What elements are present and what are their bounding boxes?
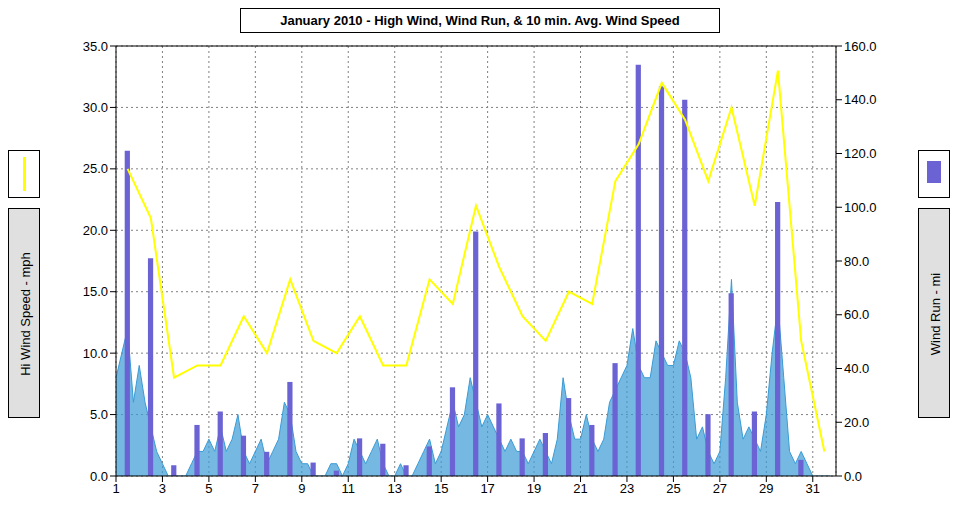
html-text:Wind Run - mi: Wind Run - mi	[927, 272, 943, 356]
svg-text:160.0: 160.0	[844, 39, 877, 54]
svg-text:5.0: 5.0	[90, 407, 108, 422]
svg-text:11: 11	[342, 481, 356, 496]
svg-text:30.0: 30.0	[83, 100, 108, 115]
svg-text:80.0: 80.0	[844, 254, 869, 269]
svg-text:10.0: 10.0	[83, 346, 108, 361]
svg-text:9: 9	[298, 481, 305, 496]
svg-text:0.0: 0.0	[90, 469, 108, 484]
svg-text:3: 3	[159, 481, 166, 496]
svg-text:1: 1	[112, 481, 119, 496]
svg-text:21: 21	[573, 481, 587, 496]
html-text:Hi Wind Speed - mph: Hi Wind Speed - mph	[17, 252, 33, 376]
svg-text:29: 29	[759, 481, 773, 496]
svg-text:19: 19	[527, 481, 541, 496]
svg-text:31: 31	[806, 481, 820, 496]
svg-text:0.0: 0.0	[844, 469, 862, 484]
svg-text:23: 23	[620, 481, 634, 496]
html-text:January 2010 - High Wind, Wind: January 2010 - High Wind, Wind Run, & 10…	[280, 13, 680, 28]
svg-text:25.0: 25.0	[83, 161, 108, 176]
svg-text:15.0: 15.0	[83, 284, 108, 299]
svg-text:120.0: 120.0	[844, 146, 877, 161]
svg-text:5: 5	[205, 481, 212, 496]
svg-text:140.0: 140.0	[844, 92, 877, 107]
svg-text:100.0: 100.0	[844, 200, 877, 215]
svg-text:15: 15	[434, 481, 448, 496]
svg-text:7: 7	[252, 481, 259, 496]
svg-text:13: 13	[387, 481, 401, 496]
svg-text:40.0: 40.0	[844, 361, 869, 376]
svg-text:20.0: 20.0	[844, 415, 869, 430]
svg-text:17: 17	[480, 481, 494, 496]
svg-text:27: 27	[713, 481, 727, 496]
svg-text:25: 25	[666, 481, 680, 496]
svg-text:60.0: 60.0	[844, 307, 869, 322]
svg-text:35.0: 35.0	[83, 39, 108, 54]
svg-text:20.0: 20.0	[83, 223, 108, 238]
